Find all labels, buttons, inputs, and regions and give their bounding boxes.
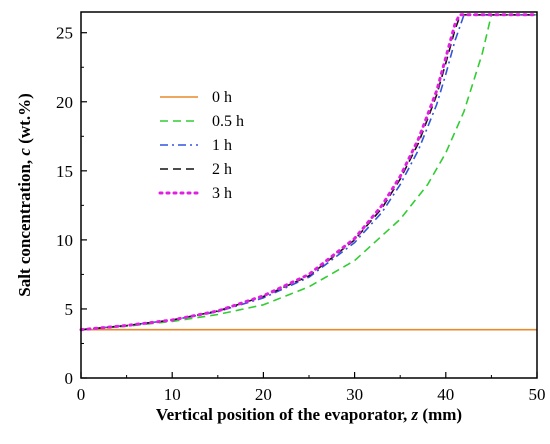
y-tick-label: 20 — [56, 93, 73, 112]
y-tick-label: 0 — [65, 369, 74, 388]
x-tick-label: 30 — [346, 385, 363, 404]
series-line-1 — [80, 14, 537, 331]
x-axis-ticks: 0 10 20 30 40 50 — [77, 372, 546, 404]
y-axis-ticks: 0 5 10 15 20 25 — [56, 24, 87, 388]
x-tick-label: 20 — [255, 385, 272, 404]
x-tick-label: 0 — [77, 385, 86, 404]
x-tick-label: 10 — [164, 385, 181, 404]
series-line-2 — [80, 14, 537, 331]
x-axis-label: Vertical position of the evaporator, z (… — [156, 405, 462, 424]
y-tick-label: 15 — [56, 162, 73, 181]
series-line-4 — [79, 13, 539, 332]
x-tick-label: 50 — [529, 385, 546, 404]
y-axis-label: Salt concentration, c (wt.%) — [15, 93, 34, 297]
legend-label: 1 h — [212, 137, 232, 154]
legend-label: 0 h — [212, 89, 232, 106]
plot-lines — [79, 13, 539, 332]
legend-label: 3 h — [212, 185, 232, 202]
x-tick-label: 40 — [437, 385, 454, 404]
series-line-3 — [80, 14, 537, 331]
legend-label: 2 h — [212, 161, 232, 178]
legend-label: 0.5 h — [212, 113, 244, 130]
legend: 0 h 0.5 h 1 h 2 h 3 h — [158, 89, 244, 202]
y-tick-label: 5 — [65, 300, 74, 319]
y-tick-label: 25 — [56, 24, 73, 43]
y-tick-label: 10 — [56, 231, 73, 250]
